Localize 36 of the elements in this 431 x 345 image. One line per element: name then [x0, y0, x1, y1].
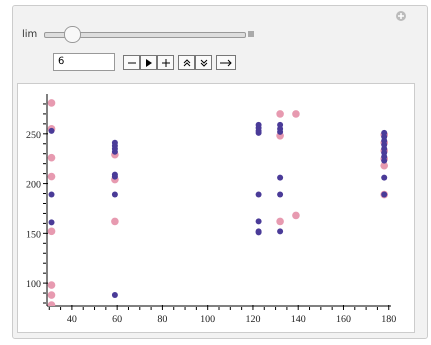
input-field: 6 — [53, 53, 115, 71]
point — [256, 218, 262, 224]
point — [276, 218, 284, 226]
point — [256, 192, 262, 198]
x-tick-label: 60 — [112, 314, 122, 325]
y-tick-label: 100 — [26, 279, 41, 290]
point — [48, 281, 56, 289]
point — [277, 192, 284, 198]
point — [48, 99, 56, 107]
point — [48, 154, 56, 162]
point — [112, 292, 118, 298]
point — [48, 219, 55, 226]
point — [381, 174, 388, 181]
x-tick-label: 40 — [66, 314, 77, 325]
point — [48, 172, 56, 180]
x-tick-label: 100 — [200, 314, 216, 325]
x-tick-label: 120 — [245, 314, 260, 325]
x-tick-label: 180 — [381, 314, 396, 325]
point — [292, 212, 300, 220]
point — [111, 218, 119, 226]
point — [277, 174, 284, 181]
point — [276, 110, 284, 118]
point — [48, 228, 56, 236]
y-tick-label: 150 — [26, 229, 41, 240]
point — [48, 128, 55, 134]
y-tick-label: 250 — [26, 130, 41, 141]
x-tick-label: 160 — [336, 314, 351, 325]
x-tick-label: 140 — [290, 314, 306, 325]
point — [277, 228, 284, 234]
point — [112, 192, 118, 198]
text: lim — [22, 29, 38, 40]
point — [48, 192, 55, 198]
y-tick-label: 200 — [26, 180, 41, 191]
point — [292, 110, 300, 118]
point — [48, 291, 56, 299]
x-tick-label: 80 — [157, 314, 168, 325]
